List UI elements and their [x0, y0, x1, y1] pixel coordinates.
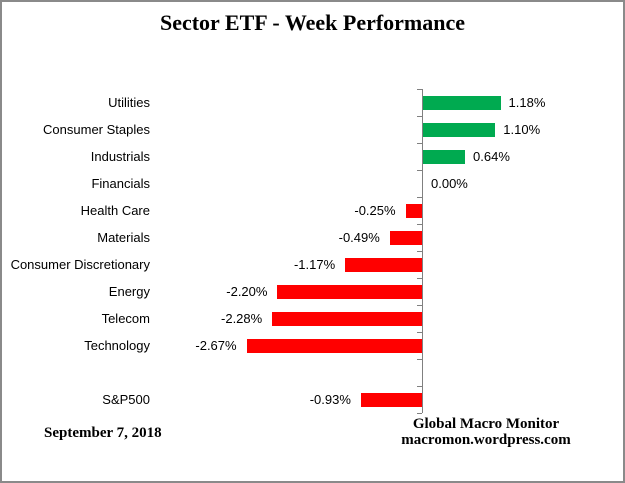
axis-tick [417, 224, 422, 225]
axis-tick [417, 251, 422, 252]
axis-tick [417, 332, 422, 333]
axis-tick [417, 413, 422, 414]
bar [345, 257, 422, 272]
bar-value-label: -2.67% [195, 337, 237, 353]
y-axis-line [422, 89, 423, 413]
category-label: Health Care [80, 202, 150, 218]
axis-tick [417, 116, 422, 117]
axis-tick [417, 197, 422, 198]
category-label: Consumer Discretionary [10, 256, 150, 272]
bar-value-label: -0.25% [354, 202, 396, 218]
footer-attribution: Global Macro Monitor macromon.wordpress.… [386, 416, 586, 448]
category-label: Telecom [101, 310, 150, 326]
bar [405, 203, 422, 218]
attribution-line-1: Global Macro Monitor [412, 416, 560, 432]
axis-tick [417, 143, 422, 144]
chart-title: Sector ETF - Week Performance [159, 10, 466, 35]
category-label: Utilities [108, 94, 150, 110]
bar [389, 230, 422, 245]
category-label: Materials [97, 229, 150, 245]
bar-value-label: 0.64% [473, 148, 510, 164]
bar-value-label: 1.18% [508, 94, 546, 110]
category-label: Consumer Staples [43, 121, 150, 137]
bar [272, 311, 422, 326]
bar-value-label: -0.49% [338, 229, 380, 245]
bar [246, 338, 422, 353]
category-label: Industrials [90, 148, 150, 164]
axis-tick [417, 305, 422, 306]
bar-value-label: -2.20% [226, 283, 268, 299]
category-label: Financials [91, 175, 150, 191]
bar-value-label: 1.10% [503, 121, 541, 137]
axis-tick [417, 170, 422, 171]
bar [423, 149, 466, 164]
axis-tick [417, 278, 422, 279]
category-label: Energy [108, 283, 150, 299]
bar [423, 122, 496, 137]
bar [360, 392, 422, 407]
category-label: Technology [84, 337, 150, 353]
category-label: S&P500 [102, 391, 150, 407]
bar-value-label: -2.28% [221, 310, 263, 326]
bar-value-label: -1.17% [293, 256, 336, 272]
bar-value-label: 0.00% [431, 175, 468, 191]
bar [423, 95, 501, 110]
axis-tick [417, 89, 422, 90]
axis-tick [417, 359, 422, 360]
axis-tick [417, 386, 422, 387]
bar [277, 284, 422, 299]
footer-date: September 7, 2018 [44, 425, 162, 441]
bar-value-label: -0.93% [309, 391, 351, 407]
attribution-line-2: macromon.wordpress.com [401, 432, 571, 448]
